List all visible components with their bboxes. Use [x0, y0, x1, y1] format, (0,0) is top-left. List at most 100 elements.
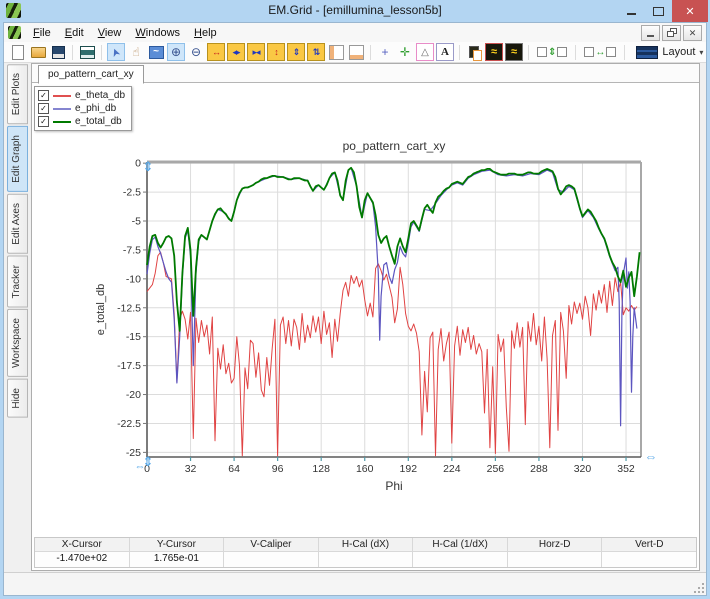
overlay-plots-icon[interactable]: ≈	[505, 43, 523, 61]
open-file-icon[interactable]	[29, 43, 47, 61]
sidebar-tab-edit-plots[interactable]: Edit Plots	[7, 64, 28, 124]
toolbar-separator	[459, 45, 460, 60]
legend-checkbox-e_phi_db[interactable]: ✓	[38, 103, 49, 114]
bottom-strip-icon[interactable]	[347, 43, 365, 61]
x-tick-192: 192	[400, 463, 418, 475]
h-span-toggle-arrows-icon: ↔	[595, 47, 605, 58]
legend-label-e_phi_db: e_phi_db	[75, 103, 116, 114]
close-button[interactable]: ✕	[672, 0, 708, 22]
legend-box: ✓ e_theta_db ✓ e_phi_db ✓ e_total_db	[34, 86, 132, 131]
y-axis-top-handle-icon[interactable]: ⇕	[143, 159, 154, 174]
y-tick--5: -5	[132, 216, 141, 228]
copy-plot-icon[interactable]	[465, 43, 483, 61]
v-span-toggle-left-checkbox[interactable]	[537, 47, 547, 57]
menu-file[interactable]: File	[26, 25, 58, 41]
menu-bar: FileEditViewWindowsHelp ✕	[4, 23, 706, 43]
legend-checkbox-e_theta_db[interactable]: ✓	[38, 90, 49, 101]
window-title: EM.Grid - [emillumina_lesson5b]	[0, 3, 710, 17]
x-tick-96: 96	[272, 463, 284, 475]
legend-item-e_theta_db: ✓ e_theta_db	[38, 89, 125, 102]
readout-value-1: 1.765e-01	[130, 552, 225, 567]
zoom-y-out-icon[interactable]: ⇕	[287, 43, 305, 61]
menu-help[interactable]: Help	[187, 25, 224, 41]
tab-po-pattern-cart-xy[interactable]: po_pattern_cart_xy	[38, 65, 144, 84]
zoom-out-icon[interactable]: ⊖	[187, 43, 205, 61]
caliper-triangle-icon[interactable]: △	[416, 43, 434, 61]
sidebar-tab-edit-graph[interactable]: Edit Graph	[7, 126, 28, 192]
legend-label-e_total_db: e_total_db	[75, 116, 122, 127]
x-tick-288: 288	[530, 463, 548, 475]
menu-windows[interactable]: Windows	[128, 25, 187, 41]
child-close-button[interactable]: ✕	[683, 25, 702, 41]
expand-x-icon[interactable]: ↔	[207, 43, 225, 61]
y-axis-label: e_total_db	[95, 284, 107, 335]
layout-button[interactable]: Layout▾	[630, 43, 709, 61]
plot-area[interactable]	[147, 162, 641, 457]
expand-y-icon[interactable]: ↕	[267, 43, 285, 61]
menu-edit[interactable]: Edit	[58, 25, 91, 41]
x-tick-256: 256	[487, 463, 505, 475]
child-minimize-button[interactable]	[641, 25, 660, 41]
zoom-region-icon[interactable]	[147, 43, 165, 61]
readout-table: X-CursorY-CursorV-CaliperH-Cal (dX)H-Cal…	[34, 537, 697, 568]
sidebar-tab-edit-axes[interactable]: Edit Axes	[7, 194, 28, 254]
h-span-toggle-left-checkbox[interactable]	[584, 47, 594, 57]
resize-grip[interactable]	[694, 583, 704, 593]
legend-item-e_phi_db: ✓ e_phi_db	[38, 102, 125, 115]
readout-header-h-cal-dx-: H-Cal (dX)	[319, 538, 414, 552]
print-icon[interactable]	[78, 43, 96, 61]
save-icon[interactable]	[49, 43, 67, 61]
minimize-button[interactable]	[618, 0, 645, 22]
sidebar-tab-hide[interactable]: Hide	[7, 379, 28, 418]
axes-icon[interactable]: ✛	[396, 43, 414, 61]
v-span-toggle[interactable]: ⇕	[534, 43, 570, 61]
child-restore-button[interactable]	[662, 25, 681, 41]
plot-window-icon[interactable]: ≈	[485, 43, 503, 61]
v-span-toggle-right-checkbox[interactable]	[557, 47, 567, 57]
y-tick--15: -15	[126, 331, 141, 343]
readout-value-0: -1.470e+02	[35, 552, 130, 567]
readout-header-vert-d: Vert-D	[602, 538, 696, 552]
x-axis-left-handle-icon[interactable]: ⇔	[135, 461, 146, 473]
sidebar-tab-tracker[interactable]: Tracker	[7, 256, 28, 308]
readout-header-horz-d: Horz-D	[508, 538, 603, 552]
layout-button-label: Layout	[662, 46, 695, 58]
x-tick-160: 160	[356, 463, 374, 475]
toolbar-separator	[528, 45, 529, 60]
y-tick--17.5: -17.5	[117, 360, 141, 372]
readout-value-2	[224, 552, 319, 567]
y-tick--10: -10	[126, 273, 141, 285]
x-tick-320: 320	[574, 463, 592, 475]
sidebar-tab-workspace[interactable]: Workspace	[7, 309, 28, 377]
menu-view[interactable]: View	[91, 25, 129, 41]
new-file-icon[interactable]	[9, 43, 27, 61]
select-cursor-icon[interactable]	[107, 43, 125, 61]
pattern-chart[interactable]: 03264961281601922242562883203520-2.5-5-7…	[92, 134, 688, 514]
zoom-x-in-icon[interactable]: ▸◂	[247, 43, 265, 61]
sidebar-tabs: Edit PlotsEdit GraphEdit AxesTrackerWork…	[5, 64, 31, 571]
zoom-x-out-icon[interactable]: ◂▸	[227, 43, 245, 61]
status-bar	[4, 572, 706, 595]
client-area: FileEditViewWindowsHelp ✕ ☝⊕⊖↔◂▸▸◂↕⇕⇅+✛△…	[3, 22, 707, 596]
x-axis-label: Phi	[385, 479, 402, 493]
title-bar: EM.Grid - [emillumina_lesson5b] ✕	[0, 0, 710, 22]
pan-hand-icon[interactable]: ☝	[127, 43, 145, 61]
h-span-toggle-right-checkbox[interactable]	[606, 47, 616, 57]
legend-label-e_theta_db: e_theta_db	[75, 90, 125, 101]
zoom-y-in-icon[interactable]: ⇅	[307, 43, 325, 61]
legend-swatch-e_total_db	[53, 121, 71, 123]
left-strip-icon[interactable]	[327, 43, 345, 61]
toolbar: ☝⊕⊖↔◂▸▸◂↕⇕⇅+✛△A≈≈⇕↔Layout▾	[4, 42, 706, 63]
legend-checkbox-e_total_db[interactable]: ✓	[38, 116, 49, 127]
readout-value-3	[319, 552, 414, 567]
maximize-button[interactable]	[645, 0, 672, 22]
add-marker-icon[interactable]: +	[376, 43, 394, 61]
h-span-toggle[interactable]: ↔	[581, 43, 619, 61]
readout-value-5	[508, 552, 603, 567]
toolbar-separator	[72, 45, 73, 60]
text-label-icon[interactable]: A	[436, 43, 454, 61]
zoom-in-icon[interactable]: ⊕	[167, 43, 185, 61]
x-tick-352: 352	[617, 463, 635, 475]
x-axis-right-handle-icon[interactable]: ⇔	[645, 449, 658, 464]
y-tick--12.5: -12.5	[117, 302, 141, 314]
